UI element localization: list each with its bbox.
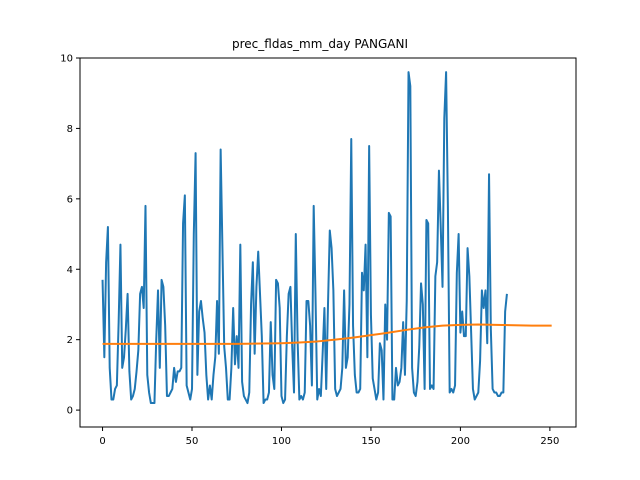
- y-tick-label: 2: [67, 335, 73, 346]
- plot-frame: [79, 57, 577, 428]
- x-axis: 0 50 100 150 200 250: [99, 427, 559, 447]
- x-tick-label: 200: [451, 436, 470, 447]
- y-tick-label: 4: [67, 265, 73, 276]
- chart-title: prec_fldas_mm_day PANGANI: [232, 37, 408, 51]
- x-tick-label: 150: [361, 436, 380, 447]
- x-tick-label: 100: [272, 436, 291, 447]
- y-tick-label: 6: [67, 194, 73, 205]
- series-group: [101, 71, 552, 405]
- series-line-1: [101, 71, 508, 405]
- x-tick-label: 50: [186, 436, 199, 447]
- y-tick-label: 10: [60, 54, 73, 65]
- y-axis: 0 2 4 6 8 10: [60, 54, 80, 417]
- y-tick-label: 0: [67, 406, 73, 417]
- y-tick-label: 8: [67, 124, 73, 135]
- x-tick-label: 0: [99, 436, 105, 447]
- x-tick-label: 250: [540, 436, 559, 447]
- series-line-2: [102, 323, 552, 345]
